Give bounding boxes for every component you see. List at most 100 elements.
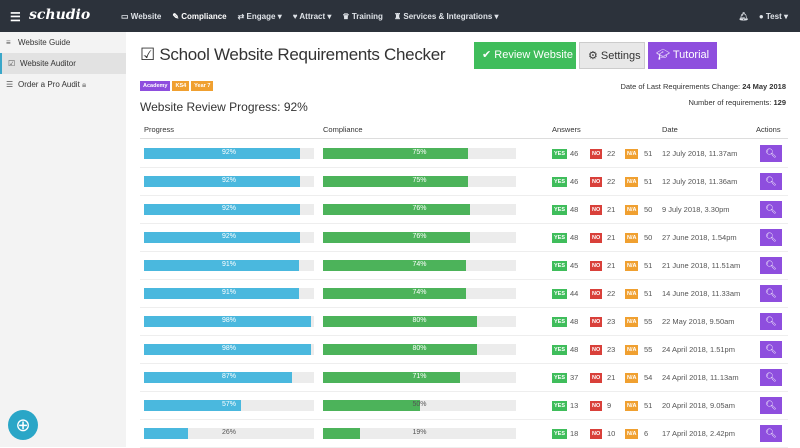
na-count: 6 [644, 429, 649, 438]
compliance-fill [323, 428, 360, 439]
school-tags: Academy KS4 Year 7 [140, 81, 214, 91]
view-review-button[interactable]: 🔍︎ [760, 425, 782, 442]
progress-value: 92% [221, 177, 236, 184]
logo[interactable]: schudio [29, 7, 91, 23]
view-review-button[interactable]: 🔍︎ [760, 313, 782, 330]
view-review-button[interactable]: 🔍︎ [760, 397, 782, 414]
chevron-down-icon: ▾ [494, 12, 499, 21]
no-badge: NO [590, 429, 603, 439]
sidebar-item-order-a-pro-audit[interactable]: ☰ Order a Pro Audit 🔒︎ [0, 74, 126, 95]
no-badge: NO [590, 233, 603, 243]
review-date: 12 July 2018, 11.37am [662, 149, 738, 158]
search-icon: 🔍︎ [765, 372, 777, 382]
user-menu[interactable]: ● Test ▾ [758, 12, 788, 21]
na-badge: N/A [625, 345, 639, 355]
compliance-value: 71% [412, 373, 427, 380]
compliance-value: 76% [412, 233, 427, 240]
compliance-fill [323, 260, 466, 271]
page-title-text: School Website Requirements Checker [159, 45, 446, 64]
na-count: 51 [644, 401, 653, 410]
nav-engage[interactable]: ⇄ Engage ▾ [238, 12, 282, 21]
review-date: 14 June 2018, 11.33am [662, 289, 741, 298]
help-lifebuoy-icon[interactable]: ⊕ [8, 410, 38, 440]
tag: Academy [140, 81, 171, 91]
user-name: Test [765, 12, 782, 21]
view-review-button[interactable]: 🔍︎ [760, 145, 782, 162]
progress-value: 26% [221, 429, 236, 436]
yes-badge: YES [552, 289, 568, 299]
review-date: 27 June 2018, 1.54pm [662, 233, 737, 242]
view-review-button[interactable]: 🔍︎ [760, 201, 782, 218]
settings-button[interactable]: ⚙ Settings [579, 42, 645, 69]
na-count: 55 [644, 317, 653, 326]
compliance-bar: 76% [323, 204, 516, 215]
na-count: 50 [644, 205, 653, 214]
compliance-bar: 50% [323, 400, 516, 411]
progress-value: 92% [221, 233, 236, 240]
no-count: 23 [607, 345, 616, 354]
na-count: 50 [644, 233, 653, 242]
sidebar-icon: ☑ [8, 59, 16, 68]
yes-count: 18 [570, 429, 579, 438]
yes-badge: YES [552, 261, 568, 271]
header-answers: Answers [552, 125, 581, 134]
compliance-bar: 74% [323, 260, 516, 271]
menu-icon[interactable]: ☰ [10, 10, 21, 24]
nav-icon: ▭ [121, 12, 129, 21]
na-count: 51 [644, 149, 653, 158]
bell-icon[interactable]: 🔔︎ [738, 12, 749, 21]
yes-badge: YES [552, 345, 568, 355]
view-review-button[interactable]: 🔍︎ [760, 173, 782, 190]
progress-value: 92% [221, 149, 236, 156]
table-row: 87% 71% YES 37 NO 21 N/A 54 24 April 2018, … [140, 364, 788, 392]
progress-bar: 98% [144, 316, 314, 327]
progress-bar: 92% [144, 148, 314, 159]
nav-label: Services & Integrations [403, 12, 493, 21]
progress-bar: 92% [144, 232, 314, 243]
review-website-button[interactable]: ✔ Review Website [474, 42, 576, 69]
sidebar-item-website-auditor[interactable]: ☑ Website Auditor [0, 53, 126, 74]
progress-value: 91% [221, 261, 236, 268]
nav-compliance[interactable]: ✎ Compliance [172, 12, 226, 21]
na-count: 51 [644, 261, 653, 270]
view-review-button[interactable]: 🔍︎ [760, 369, 782, 386]
compliance-bar: 19% [323, 428, 516, 439]
sidebar-item-website-guide[interactable]: ≡ Website Guide [0, 32, 126, 53]
search-icon: 🔍︎ [765, 232, 777, 242]
nav-icon: ✎ [172, 12, 180, 21]
no-count: 10 [607, 429, 616, 438]
review-date: 22 May 2018, 9.50am [662, 317, 735, 326]
view-review-button[interactable]: 🔍︎ [760, 285, 782, 302]
no-count: 21 [607, 233, 616, 242]
progress-bar: 98% [144, 344, 314, 355]
yes-count: 46 [570, 177, 579, 186]
last-change-label: Date of Last Requirements Change: [620, 82, 741, 91]
nav-website[interactable]: ▭ Website [121, 12, 161, 21]
nav-label: Attract [299, 12, 326, 21]
no-count: 21 [607, 205, 616, 214]
compliance-fill [323, 176, 468, 187]
nav-attract[interactable]: ♥ Attract ▾ [293, 12, 332, 21]
nav-label: Engage [246, 12, 276, 21]
na-badge: N/A [625, 401, 639, 411]
yes-count: 48 [570, 205, 579, 214]
na-badge: N/A [625, 261, 639, 271]
table-row: 26% 19% YES 18 NO 10 N/A 6 17 April 2018, 2… [140, 420, 788, 448]
compliance-fill [323, 204, 470, 215]
nav-services-integrations[interactable]: ♜ Services & Integrations ▾ [394, 12, 499, 21]
progress-fill [144, 148, 301, 159]
compliance-fill [323, 288, 466, 299]
view-review-button[interactable]: 🔍︎ [760, 229, 782, 246]
view-review-button[interactable]: 🔍︎ [760, 341, 782, 358]
table-row: 91% 74% YES 45 NO 21 N/A 51 21 June 2018, 1… [140, 252, 788, 280]
nav-training[interactable]: ♛ Training [342, 12, 383, 21]
search-icon: 🔍︎ [765, 204, 777, 214]
last-change-value: 24 May 2018 [742, 82, 786, 91]
yes-count: 48 [570, 317, 579, 326]
header-compliance: Compliance [323, 125, 363, 134]
tutorial-button[interactable]: 🎓︎ Tutorial [648, 42, 717, 69]
table-row: 98% 80% YES 48 NO 23 N/A 55 22 May 2018, 9.… [140, 308, 788, 336]
view-review-button[interactable]: 🔍︎ [760, 257, 782, 274]
na-count: 55 [644, 345, 653, 354]
sidebar-icon: ☰ [6, 80, 14, 89]
